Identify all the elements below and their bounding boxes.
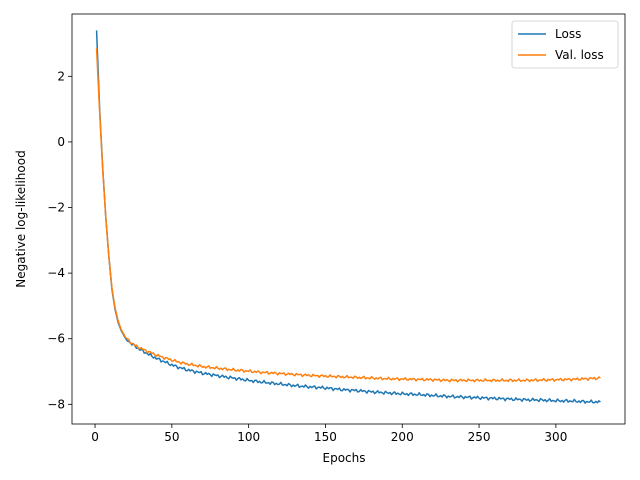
y-axis-label: Negative log-likelihood: [14, 150, 28, 287]
x-tick-label: 100: [237, 430, 260, 444]
y-tick-label: −2: [47, 201, 65, 215]
series-line-val-loss: [95, 48, 601, 383]
plot-lines: [95, 30, 601, 404]
legend: Loss Val. loss: [511, 20, 619, 69]
x-axis-ticks: 0 50 100 150 200 250 300: [91, 424, 567, 444]
x-tick-label: 200: [391, 430, 414, 444]
x-tick-label: 250: [468, 430, 491, 444]
x-tick-label: 0: [91, 430, 99, 444]
series-line-loss: [95, 30, 601, 404]
y-tick-label: −6: [47, 332, 65, 346]
y-axis-ticks: −8 −6 −4 −2 0 2: [47, 69, 72, 411]
x-tick-label: 50: [164, 430, 179, 444]
legend-label-loss: Loss: [555, 27, 581, 41]
y-tick-label: 2: [57, 69, 65, 83]
axes-frame: [71, 13, 626, 425]
y-tick-label: 0: [57, 135, 65, 149]
x-tick-label: 150: [314, 430, 337, 444]
y-tick-label: −4: [47, 266, 65, 280]
legend-box: [511, 20, 619, 69]
y-tick-label: −8: [47, 397, 65, 411]
legend-label-val-loss: Val. loss: [555, 48, 604, 62]
x-axis-label: Epochs: [323, 451, 366, 465]
x-tick-label: 300: [544, 430, 567, 444]
